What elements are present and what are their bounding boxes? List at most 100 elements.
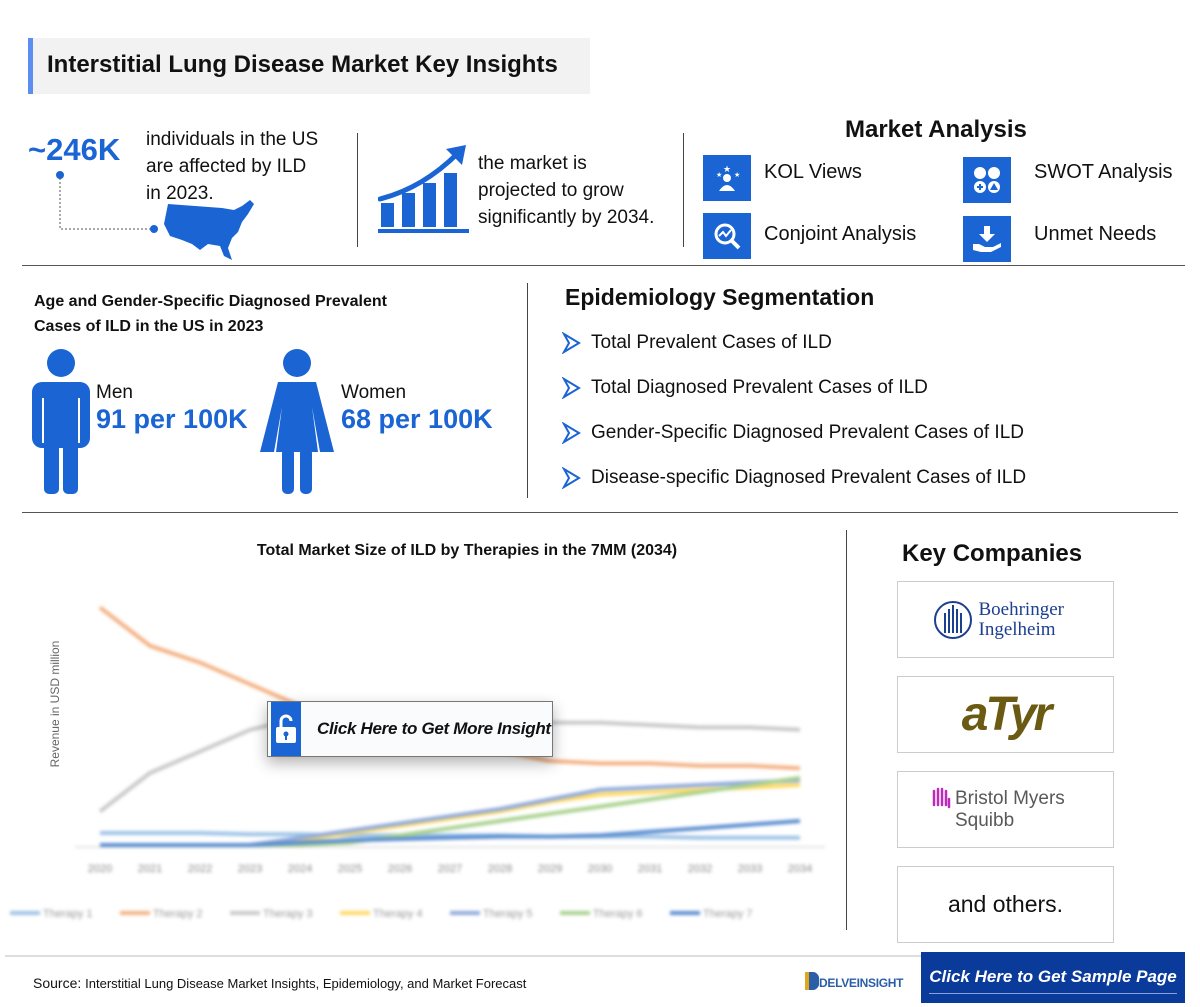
line-chart: 2020 2021 2022 2023 2024 2025 2026 2027 2028 2029… [10,605,825,920]
x-tick-label: 2023 [238,863,262,875]
key-companies-title: Key Companies [902,540,1083,567]
affected-text: individuals in the US are affected by IL… [146,126,318,207]
unlock-icon [271,702,301,756]
men-value: 91 per 100K [96,404,248,434]
divider [846,530,847,930]
swot-grid-icon [963,157,1011,203]
x-tick-label: 2031 [638,863,662,875]
epidemiology-item: Gender-Specific Diagnosed Prevalent Case… [562,422,1024,444]
delveinsight-logo: DELVEINSIGHT [805,970,903,990]
company-bristol-myers-squibb: Bristol Myers Squibb [897,771,1114,848]
epidemiology-item: Total Diagnosed Prevalent Cases of ILD [562,377,928,399]
women-value: 68 per 100K [341,404,493,434]
man-icon [32,349,90,494]
x-tick-label: 2028 [488,863,512,875]
legend-label: Therapy 6 [593,908,643,920]
us-map-icon [164,200,254,260]
legend-label: Therapy 3 [263,908,313,920]
unmet-needs-label: Unmet Needs [1034,223,1157,245]
x-tick-label: 2025 [338,863,362,875]
legend-label: Therapy 4 [373,908,423,920]
market-analysis-title: Market Analysis [845,116,1027,143]
x-tick-label: 2034 [788,863,812,875]
others-label: and others. [947,891,1064,917]
get-more-insight-button[interactable]: Click Here to Get More Insight [267,701,553,757]
epidemiology-item: Disease-specific Diagnosed Prevalent Cas… [562,467,1026,489]
connector-line-icon [56,171,158,233]
company-atyr: aTyr [897,676,1114,753]
bms-hand-icon [932,787,951,808]
divider [683,133,684,247]
growth-chart-icon [378,145,469,233]
legend-label: Therapy 7 [703,908,753,920]
legend-label: Therapy 1 [43,908,93,920]
kol-views-label: KOL Views [764,161,862,183]
get-sample-page-button[interactable]: Click Here to Get Sample Page [921,952,1185,1003]
bms-name: Bristol Myers Squibb [955,787,1065,831]
women-label: Women [341,382,407,403]
delveinsight-brand: DELVEINSIGHT [819,976,904,990]
affected-line: individuals in the US [146,129,319,150]
x-tick-label: 2032 [688,863,712,875]
divider [527,283,528,498]
chevron-right-icon [562,332,581,354]
series-line-7 [100,819,801,847]
page-title-box: Interstitial Lung Disease Market Key Ins… [28,38,590,94]
page-title: Interstitial Lung Disease Market Key Ins… [47,51,558,78]
x-tick-label: 2020 [88,863,112,875]
divider [357,133,358,247]
epidemiology-item-label: Total Prevalent Cases of ILD [591,332,832,353]
x-tick-label: 2033 [738,863,762,875]
x-tick-label: 2029 [538,863,562,875]
prevalence-title: Age and Gender-Specific Diagnosed Preval… [34,289,387,339]
affected-line: are affected by ILD [146,156,307,177]
get-more-insight-label: Click Here to Get More Insight [317,719,551,738]
chevron-right-icon [562,422,581,444]
svg-text:★: ★ [716,171,722,179]
men-label: Men [96,382,133,403]
conjoint-analysis-label: Conjoint Analysis [764,223,917,245]
x-tick-label: 2024 [288,863,312,875]
magnifier-chart-icon [703,213,751,259]
hand-receive-icon [963,216,1011,262]
prevalence-title-line: Age and Gender-Specific Diagnosed Preval… [34,293,387,310]
chevron-right-icon [562,467,581,489]
divider [22,265,1185,266]
boehringer-logo-icon [933,600,972,639]
epidemiology-item: Total Prevalent Cases of ILD [562,332,832,354]
legend-label: Therapy 5 [483,908,533,920]
atyr-logo: aTyr [961,688,1053,741]
svg-text:★: ★ [723,164,731,174]
growth-line: projected to grow [478,180,624,201]
x-tick-label: 2026 [388,863,412,875]
x-tick-label: 2027 [438,863,462,875]
series-line-1 [100,831,800,840]
source-line: Source: Interstitial Lung Disease Market… [33,975,526,991]
growth-text: the market is projected to grow signific… [478,150,654,231]
sample-button-label: Click Here to Get Sample Page [929,967,1177,994]
epidemiology-item-label: Gender-Specific Diagnosed Prevalent Case… [591,422,1025,443]
divider [5,955,1185,957]
x-tick-label: 2030 [588,863,612,875]
epidemiology-item-label: Total Diagnosed Prevalent Cases of ILD [591,377,928,398]
epidemiology-item-label: Disease-specific Diagnosed Prevalent Cas… [591,467,1027,488]
woman-icon [260,349,334,494]
chart-title: Total Market Size of ILD by Therapies in… [256,542,678,559]
source-label: Source: [33,975,82,991]
delveinsight-logo-icon [805,972,819,990]
company-others: and others. [897,866,1114,943]
company-boehringer-ingelheim: Boehringer Ingelheim [897,581,1114,658]
source-text: Interstitial Lung Disease Market Insight… [85,976,527,991]
legend-label: Therapy 2 [153,908,203,920]
boehringer-name: Boehringer Ingelheim [978,598,1064,640]
chevron-right-icon [562,377,581,399]
epidemiology-title: Epidemiology Segmentation [565,284,875,310]
svg-text:★: ★ [734,171,740,179]
growth-line: the market is [478,153,587,174]
divider [22,512,1178,513]
affected-line: in 2023. [146,183,214,204]
x-tick-label: 2022 [188,863,212,875]
kol-person-stars-icon: ★ ★ ★ [703,155,751,201]
swot-analysis-label: SWOT Analysis [1034,161,1173,183]
x-tick-label: 2021 [138,863,162,875]
